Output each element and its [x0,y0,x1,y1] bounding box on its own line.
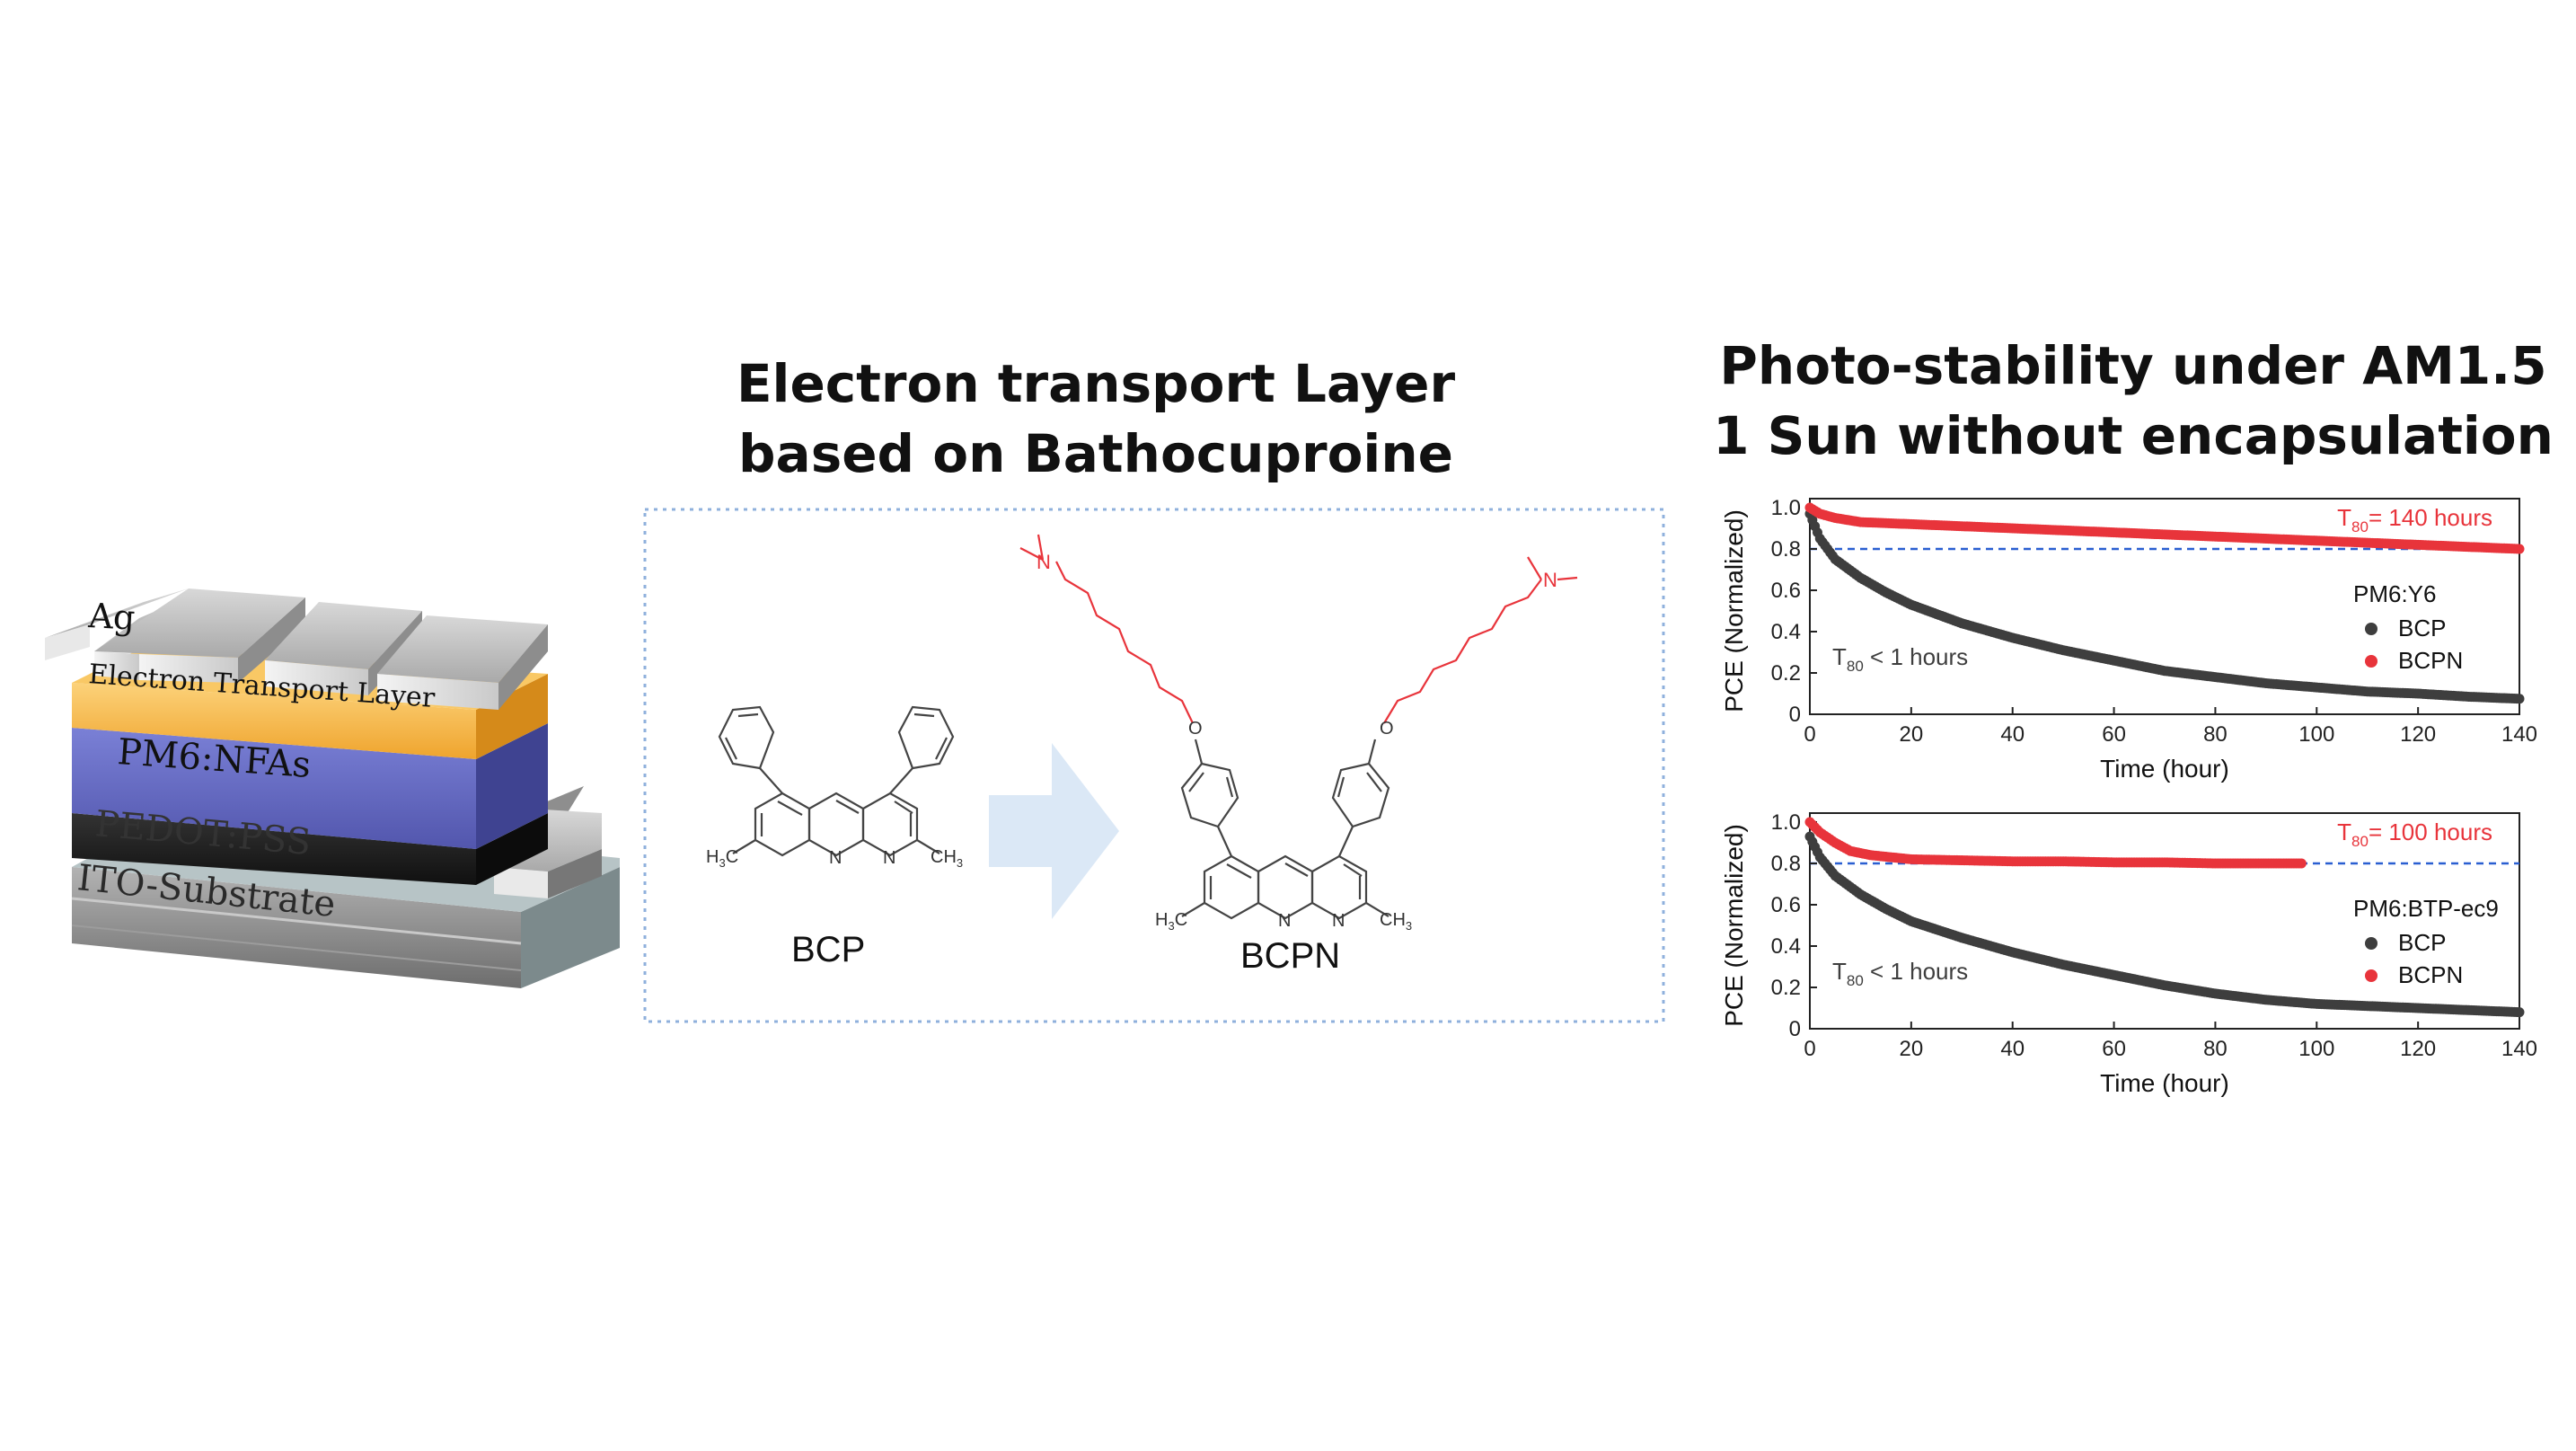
bcpn-n-right: N [1332,911,1345,931]
chart2-y-tick-label: 0.4 [1771,934,1801,959]
ito-layer-side [521,867,620,988]
bcpn-o-right: O [1380,719,1394,739]
stability-title-line1: Photo-stability under AM1.5 [1719,335,2547,396]
chart2-y-tick-label: 0 [1789,1017,1801,1041]
chart2-x-tick-label: 20 [1900,1037,1924,1061]
bcp-ch3: CH3 [931,847,963,870]
chart2-y-axis-label: PCE (Normalized) [1720,824,1748,1027]
chart2-y-tick-label: 1.0 [1771,810,1801,835]
chart1-legend-marker-bcp [2365,623,2378,635]
chart2-legend-label-bcpn: BCPN [2398,961,2463,988]
chart1-y-axis-label: PCE (Normalized) [1720,509,1748,712]
chart1-x-tick-label: 120 [2400,722,2436,747]
etl-title: Electron transport Layer based on Bathoc… [647,349,1545,489]
layer-label-ag: Ag [87,596,137,638]
bcpn-structure [1180,739,1390,920]
chart-pm6-btp-ec9: 0 20 40 60 80 100 120 140 0 0.2 0.4 0.6 0.8 1.0 Time (… [1720,810,2537,1097]
bcp-n-left: N [829,848,842,868]
chart1-y-tick-label: 0.4 [1771,620,1801,644]
chart1-x-tick-label: 0 [1804,722,1815,747]
chart1-x-tick-label: 140 [2501,722,2537,747]
chart2-legend-title: PM6:BTP-ec9 [2353,895,2499,922]
chart1-legend-marker-bcpn [2365,655,2378,668]
etl-title-line1: Electron transport Layer [736,353,1456,414]
chart2-x-tick-label: 40 [2000,1037,2025,1061]
bcp-label: BCP [791,930,865,969]
chart1-plot-frame [1809,498,2520,715]
bcp-n-right: N [883,848,895,868]
arrow-shape [989,743,1119,919]
chart1-y-tick-label: 0.2 [1771,661,1801,686]
chart1-series-bcp [1804,509,2525,704]
chart2-bcpn-point [2296,858,2307,869]
chart2-bcpn-t80-annotation: T80= 100 hours [2337,818,2492,850]
etl-title-line2: based on Bathocuproine [738,423,1453,484]
bcpn-h3c: H3C [1155,910,1187,933]
chart1-y-tick-label: 1.0 [1771,496,1801,520]
stability-title: Photo-stability under AM1.5 1 Sun withou… [1689,331,2576,471]
chart2-x-tick-label: 120 [2400,1037,2436,1061]
bcp-h3c: H3C [706,847,738,870]
chart1-legend-label-bcp: BCP [2398,615,2446,641]
chart1-bcpn-point [2514,544,2525,554]
chart2-x-tick-label: 80 [2203,1037,2228,1061]
chart1-x-axis-label: Time (hour) [2100,755,2229,783]
ag-fingers [45,588,548,710]
bcpn-amine-n-right: N [1543,569,1557,591]
chart2-legend-marker-bcpn [2365,969,2378,982]
chart1-x-tick-label: 40 [2000,722,2025,747]
bcpn-o-left: O [1188,719,1203,739]
chart1-x-tick-label: 100 [2298,722,2334,747]
chart1-bcpn-t80-annotation: T80= 140 hours [2337,504,2492,535]
chart1-y-tick-label: 0 [1789,703,1801,727]
chart2-legend-label-bcp: BCP [2398,929,2446,956]
chart1-y-tick-label: 0.8 [1771,537,1801,562]
chart2-bcp-point [2514,1007,2525,1018]
bcp-structure [718,705,955,857]
molecule-panel-frame [643,508,1665,1023]
chart1-legend-label-bcpn: BCPN [2398,647,2463,674]
bcpn-label: BCPN [1240,936,1340,976]
chart1-x-tick-label: 20 [1900,722,1924,747]
chart1-y-tick-label: 0.6 [1771,579,1801,603]
chart2-x-tick-label: 0 [1804,1037,1815,1061]
chart2-plot-frame [1809,812,2520,1030]
ito-layer-front [72,867,521,988]
active-layer [72,728,476,849]
stability-title-line2: 1 Sun without encapsulation [1713,405,2554,466]
chart2-bcp-t80-annotation: T80 < 1 hours [1832,958,1968,989]
chart1-series-bcpn [1804,502,2525,554]
chart-pm6-y6: 0 20 40 60 80 100 120 140 0 0.2 0.4 0.6 0.8 1.0 Time (… [1720,496,2537,783]
chart2-x-axis-label: Time (hour) [2100,1069,2229,1097]
bcpn-n-left: N [1278,911,1291,931]
chart1-x-tick-label: 60 [2102,722,2126,747]
bcpn-ch3: CH3 [1380,910,1412,933]
chart1-legend-title: PM6:Y6 [2353,580,2437,607]
chart1-bcp-point [2514,694,2525,704]
molecule-panel: N N H3C CH3 N N H3C CH3 O O N N BCP BCPN [643,508,1665,1023]
chart2-x-tick-label: 60 [2102,1037,2126,1061]
etl-layer [72,683,476,759]
chart1-x-tick-label: 80 [2203,722,2228,747]
chart2-x-tick-label: 140 [2501,1037,2537,1061]
amine-chains [1019,534,1578,724]
chart2-y-tick-label: 0.6 [1771,893,1801,917]
chart2-y-tick-label: 0.2 [1771,976,1801,1000]
chart2-legend-marker-bcp [2365,937,2378,950]
bcpn-amine-n-left: N [1037,551,1051,573]
device-stack-illustration: Ag Electron Transport Layer PM6:NFAs PED… [45,588,620,988]
pedot-layer [72,813,476,885]
chart2-y-tick-label: 0.8 [1771,852,1801,876]
chart2-series-bcpn [1804,817,2307,869]
chart1-bcp-t80-annotation: T80 < 1 hours [1832,643,1968,675]
chart2-x-tick-label: 100 [2298,1037,2334,1061]
chart2-series-bcp [1804,831,2525,1018]
